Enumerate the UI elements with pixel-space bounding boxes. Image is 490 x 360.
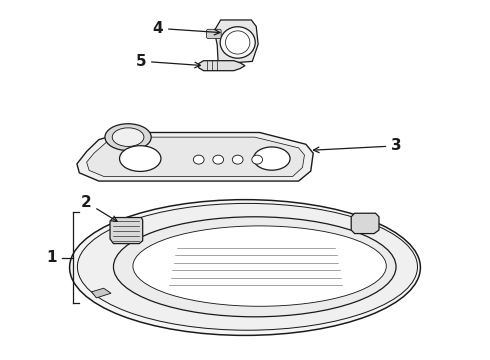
Ellipse shape xyxy=(133,226,386,306)
Text: 3: 3 xyxy=(314,138,402,153)
Ellipse shape xyxy=(112,128,144,147)
Ellipse shape xyxy=(253,147,290,170)
Text: 2: 2 xyxy=(81,195,117,221)
Polygon shape xyxy=(92,288,111,298)
Text: 5: 5 xyxy=(135,54,200,69)
Ellipse shape xyxy=(252,155,263,164)
Polygon shape xyxy=(214,20,258,64)
FancyBboxPatch shape xyxy=(206,29,221,39)
Ellipse shape xyxy=(105,124,151,150)
Polygon shape xyxy=(110,217,143,244)
Ellipse shape xyxy=(120,146,161,171)
Text: 4: 4 xyxy=(152,21,220,36)
Ellipse shape xyxy=(213,155,223,164)
Polygon shape xyxy=(199,61,245,71)
Ellipse shape xyxy=(70,200,420,336)
Polygon shape xyxy=(77,132,313,181)
Polygon shape xyxy=(87,137,304,176)
Ellipse shape xyxy=(114,217,396,317)
Polygon shape xyxy=(351,213,379,234)
Ellipse shape xyxy=(77,203,417,330)
Ellipse shape xyxy=(194,155,204,164)
Ellipse shape xyxy=(232,155,243,164)
Ellipse shape xyxy=(220,27,255,58)
Ellipse shape xyxy=(225,31,250,54)
Text: 1: 1 xyxy=(46,250,56,265)
